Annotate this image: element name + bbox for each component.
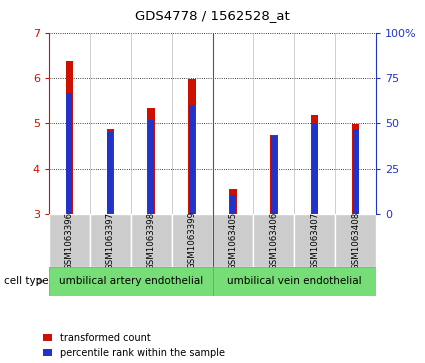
Bar bbox=[65, 61, 73, 214]
Bar bbox=[212, 214, 253, 267]
Text: umbilical vein endothelial: umbilical vein endothelial bbox=[227, 276, 362, 286]
Bar bbox=[189, 105, 195, 214]
Text: GSM1063406: GSM1063406 bbox=[269, 211, 278, 270]
Text: GSM1063396: GSM1063396 bbox=[65, 211, 74, 270]
Bar bbox=[172, 214, 212, 267]
Bar bbox=[107, 129, 114, 214]
Bar bbox=[270, 135, 278, 214]
Text: GSM1063397: GSM1063397 bbox=[106, 211, 115, 270]
Bar bbox=[188, 79, 196, 214]
Bar bbox=[311, 115, 318, 214]
Text: GSM1063407: GSM1063407 bbox=[310, 211, 319, 270]
Bar bbox=[229, 189, 237, 214]
Bar bbox=[131, 214, 172, 267]
Bar bbox=[212, 267, 376, 296]
Bar bbox=[230, 195, 236, 214]
Bar bbox=[253, 214, 294, 267]
Bar bbox=[66, 93, 72, 214]
Text: cell type: cell type bbox=[4, 276, 49, 286]
Bar bbox=[335, 214, 376, 267]
Text: GSM1063398: GSM1063398 bbox=[147, 211, 156, 270]
Text: GDS4778 / 1562528_at: GDS4778 / 1562528_at bbox=[135, 9, 290, 22]
Bar bbox=[49, 214, 90, 267]
Bar bbox=[108, 132, 113, 214]
Bar bbox=[147, 107, 155, 214]
Bar bbox=[312, 123, 317, 214]
Legend: transformed count, percentile rank within the sample: transformed count, percentile rank withi… bbox=[43, 333, 225, 358]
Text: umbilical artery endothelial: umbilical artery endothelial bbox=[59, 276, 203, 286]
Bar bbox=[49, 267, 212, 296]
Text: GSM1063399: GSM1063399 bbox=[187, 212, 196, 269]
Bar bbox=[353, 129, 359, 214]
Bar bbox=[271, 136, 277, 214]
Text: GSM1063405: GSM1063405 bbox=[229, 211, 238, 270]
Bar bbox=[294, 214, 335, 267]
Bar bbox=[148, 120, 154, 214]
Bar bbox=[90, 214, 131, 267]
Bar bbox=[352, 124, 360, 214]
Text: GSM1063408: GSM1063408 bbox=[351, 211, 360, 270]
